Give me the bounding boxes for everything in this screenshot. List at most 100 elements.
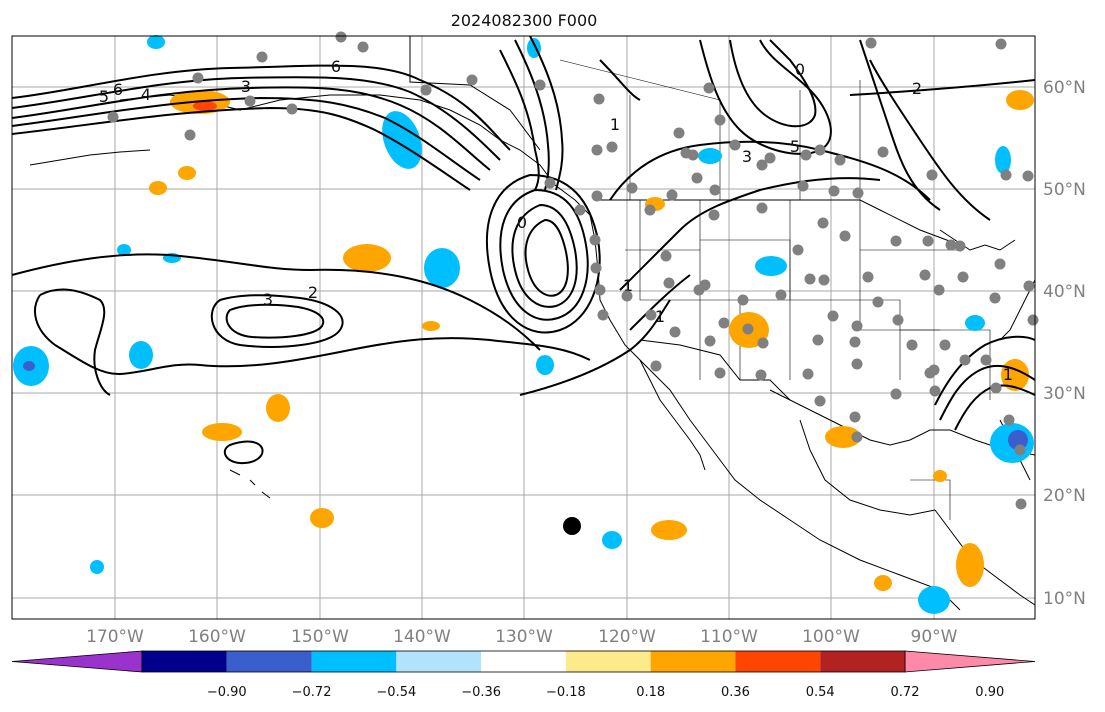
closed-low-contour [511, 203, 578, 308]
station-dot [890, 388, 902, 400]
station-dot [107, 111, 119, 123]
station-dot [929, 385, 941, 397]
station-dot [994, 258, 1006, 270]
station-dot [817, 217, 829, 229]
station-dot [865, 37, 877, 49]
station-dot [737, 294, 749, 306]
station-dot [828, 185, 840, 197]
contour-line [934, 335, 1036, 406]
station-markers [107, 31, 1039, 510]
colorbar-label: −0.18 [546, 685, 586, 700]
station-dot [939, 339, 951, 351]
station-dot [890, 235, 902, 247]
station-dot [666, 189, 678, 201]
latitude-label: 60°N [1043, 78, 1086, 98]
colorbar-extend-low [11, 650, 143, 673]
contour-value-label: 3 [742, 147, 752, 166]
station-dot [184, 129, 196, 141]
station-dot [590, 262, 602, 274]
station-dot [709, 184, 721, 196]
station-dot [755, 369, 767, 381]
longitude-label: 90°W [911, 627, 958, 647]
station-dot [892, 314, 904, 326]
contour-value-label: 0 [517, 213, 527, 232]
station-dot [1027, 314, 1039, 326]
positive-anomaly-area [343, 244, 391, 272]
strong-negative-anomaly-area [23, 361, 35, 371]
station-dot [673, 127, 685, 139]
contour-line [11, 76, 501, 161]
colorbar-label: −0.54 [376, 685, 416, 700]
contour-value-label: 3 [263, 290, 273, 309]
station-dot [718, 317, 730, 329]
longitude-label: 140°W [393, 627, 451, 647]
station-dot [729, 139, 741, 151]
station-dot [812, 334, 824, 346]
colorbar-segment [311, 651, 397, 672]
contour-line [939, 364, 1036, 421]
station-dot [534, 79, 546, 91]
positive-anomaly-area [149, 181, 167, 195]
positive-anomaly-area [202, 423, 242, 441]
station-dot [256, 51, 268, 63]
station-dot [708, 209, 720, 221]
contour-line [11, 96, 481, 181]
colorbar-segment [142, 651, 227, 672]
colorbar-label: −0.72 [292, 685, 332, 700]
contour-line [11, 253, 541, 351]
station-dot [1003, 414, 1015, 426]
contour-value-label: 6 [331, 57, 341, 76]
station-dot [989, 292, 1001, 304]
contour-line [859, 39, 941, 211]
colorbar-label: −0.36 [461, 685, 501, 700]
station-dot [756, 202, 768, 214]
latitude-label: 40°N [1043, 282, 1086, 302]
station-dot [704, 335, 716, 347]
station-dot [644, 204, 656, 216]
negative-anomaly-area [117, 244, 131, 256]
station-dot [849, 336, 861, 348]
station-dot [591, 144, 603, 156]
station-dot [714, 367, 726, 379]
latitude-labels: 60°N 50°N 40°N 30°N 20°N 10°N [1043, 78, 1086, 609]
contour-line [954, 384, 1036, 431]
contour-line [729, 39, 817, 128]
negative-anomaly-area [424, 248, 460, 288]
us-mexico-border [639, 339, 791, 401]
station-dot [849, 411, 861, 423]
longitude-label: 130°W [495, 627, 553, 647]
contour-line [499, 49, 540, 191]
positive-anomaly-area [874, 575, 892, 591]
contour-line [11, 64, 511, 151]
colorbar-label: 0.18 [636, 685, 665, 700]
longitude-label: 170°W [86, 627, 144, 647]
station-dot [797, 180, 809, 192]
station-dot [919, 269, 931, 281]
colorbar-segment [396, 651, 482, 672]
positive-anomaly-area [178, 166, 196, 180]
colorbar-label: 0.90 [975, 685, 1004, 700]
station-dot [945, 239, 957, 251]
contour-line [514, 39, 550, 191]
contour-value-label: 0 [795, 60, 805, 79]
station-dot [544, 177, 556, 189]
station-dot [851, 431, 863, 443]
latitude-label: 10°N [1043, 589, 1086, 609]
station-dot [742, 323, 754, 335]
contour-line [599, 59, 641, 101]
negative-anomaly-area [602, 531, 622, 549]
contour-line [869, 59, 991, 221]
station-dot [699, 279, 711, 291]
station-dot [827, 310, 839, 322]
station-dot [687, 149, 699, 161]
station-dot [862, 271, 874, 283]
station-dot [691, 172, 703, 184]
station-dot [1014, 444, 1026, 456]
contour-value-label: 1 [623, 276, 633, 295]
station-dot [1015, 498, 1027, 510]
station-dot [286, 103, 298, 115]
station-dot [877, 146, 889, 158]
station-dot [814, 144, 826, 156]
